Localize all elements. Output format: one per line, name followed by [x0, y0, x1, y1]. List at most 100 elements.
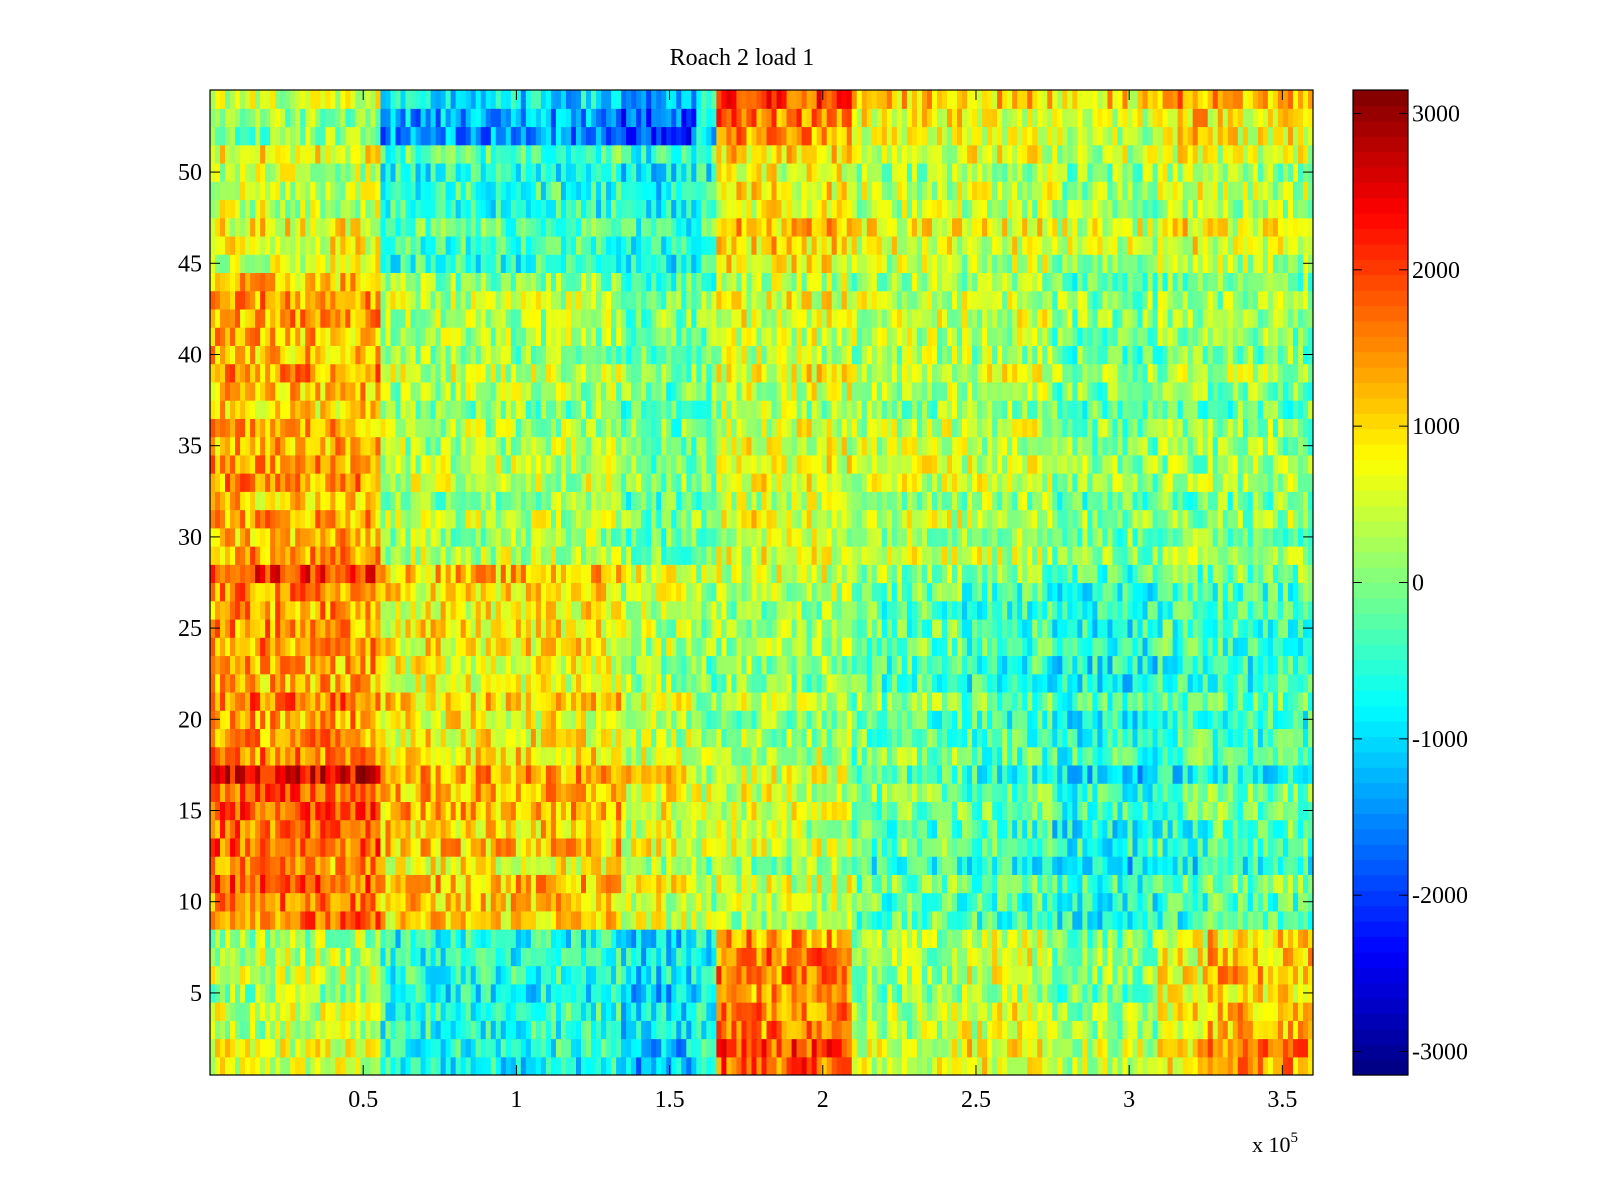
heatmap-cell	[1262, 673, 1269, 693]
heatmap-cell	[335, 764, 341, 784]
heatmap-cell	[972, 874, 978, 894]
heatmap-cell	[480, 929, 487, 948]
heatmap-cell	[997, 691, 1003, 711]
heatmap-cell	[375, 874, 382, 894]
heatmap-cell	[1262, 965, 1269, 985]
heatmap-cell	[510, 728, 517, 748]
heatmap-cell	[1062, 673, 1068, 693]
heatmap-cell	[791, 710, 798, 730]
heatmap-cell	[550, 929, 557, 948]
heatmap-cell	[1292, 874, 1299, 894]
heatmap-cell	[591, 874, 597, 894]
heatmap-cell	[891, 655, 898, 675]
heatmap-cell	[1002, 746, 1008, 766]
heatmap-cell	[545, 764, 552, 784]
heatmap-cell	[967, 801, 973, 821]
heatmap-cell	[992, 819, 998, 839]
heatmap-cell	[465, 874, 472, 894]
heatmap-cell	[1177, 983, 1184, 1003]
heatmap-cell	[1092, 837, 1099, 857]
heatmap-cell	[1147, 965, 1154, 985]
heatmap-cell	[671, 710, 677, 730]
heatmap-cell	[977, 892, 983, 912]
heatmap-cell	[906, 819, 913, 839]
heatmap-cell	[435, 1056, 442, 1075]
heatmap-cell	[515, 783, 522, 802]
heatmap-cell	[1192, 691, 1199, 711]
heatmap-cell	[1007, 929, 1013, 948]
heatmap-cell	[455, 691, 462, 711]
heatmap-cell	[811, 691, 818, 711]
heatmap-cell	[215, 1020, 221, 1040]
heatmap-cell	[370, 1020, 377, 1040]
heatmap-cell	[651, 673, 657, 693]
heatmap-cell	[816, 910, 823, 930]
heatmap-cell	[1162, 965, 1169, 985]
heatmap-cell	[450, 837, 457, 857]
heatmap-cell	[1167, 819, 1174, 839]
heatmap-cell	[535, 983, 542, 1003]
heatmap-cell	[400, 655, 407, 675]
heatmap-cell	[1137, 874, 1144, 894]
heatmap-cell	[1242, 929, 1249, 948]
heatmap-cell	[485, 655, 492, 675]
heatmap-cell	[696, 856, 702, 875]
heatmap-cell	[1002, 673, 1008, 693]
heatmap-cell	[440, 673, 447, 693]
heatmap-cell	[641, 783, 647, 802]
heatmap-cell	[1017, 764, 1023, 784]
heatmap-cell	[586, 655, 592, 675]
heatmap-cell	[375, 965, 382, 985]
heatmap-cell	[1092, 764, 1099, 784]
heatmap-cell	[390, 655, 397, 675]
heatmap-cell	[826, 892, 833, 912]
heatmap-cell	[626, 746, 632, 766]
heatmap-cell	[656, 673, 662, 693]
heatmap-cell	[1237, 691, 1244, 711]
heatmap-cell	[1267, 783, 1274, 802]
heatmap-cell	[300, 1038, 306, 1058]
heatmap-cell	[1182, 691, 1189, 711]
heatmap-cell	[1087, 673, 1093, 693]
heatmap-cell	[1127, 874, 1134, 894]
heatmap-cell	[591, 819, 597, 839]
heatmap-cell	[1097, 673, 1104, 693]
heatmap-cell	[570, 728, 577, 748]
heatmap-cell	[706, 910, 712, 930]
heatmap-cell	[796, 874, 803, 894]
heatmap-cell	[350, 819, 356, 839]
heatmap-cell	[921, 947, 928, 967]
heatmap-cell	[1272, 947, 1279, 967]
heatmap-cell	[1217, 783, 1224, 802]
heatmap-cell	[1207, 929, 1214, 948]
heatmap-cell	[320, 783, 326, 802]
heatmap-cell	[385, 1056, 392, 1075]
heatmap-cell	[435, 764, 442, 784]
heatmap-cell	[335, 947, 341, 967]
heatmap-cell	[1152, 746, 1159, 766]
heatmap-cell	[861, 892, 868, 912]
heatmap-cell	[766, 965, 773, 985]
heatmap-cell	[560, 710, 567, 730]
heatmap-cell	[560, 1056, 567, 1075]
heatmap-cell	[1032, 929, 1038, 948]
heatmap-cell	[400, 910, 407, 930]
heatmap-cell	[1132, 837, 1139, 857]
heatmap-cell	[997, 929, 1003, 948]
heatmap-cell	[982, 892, 988, 912]
heatmap-cell	[470, 983, 477, 1003]
heatmap-cell	[430, 874, 437, 894]
heatmap-cell	[225, 856, 231, 875]
heatmap-cell	[987, 1020, 993, 1040]
heatmap-cell	[811, 710, 818, 730]
heatmap-cell	[911, 874, 918, 894]
heatmap-cell	[1257, 910, 1264, 930]
heatmap-cell	[1187, 764, 1194, 784]
heatmap-cell	[405, 673, 412, 693]
heatmap-cell	[570, 691, 577, 711]
heatmap-cell	[891, 892, 898, 912]
heatmap-cell	[270, 874, 276, 894]
heatmap-cell	[545, 929, 552, 948]
heatmap-cell	[896, 764, 903, 784]
heatmap-cell	[786, 965, 793, 985]
